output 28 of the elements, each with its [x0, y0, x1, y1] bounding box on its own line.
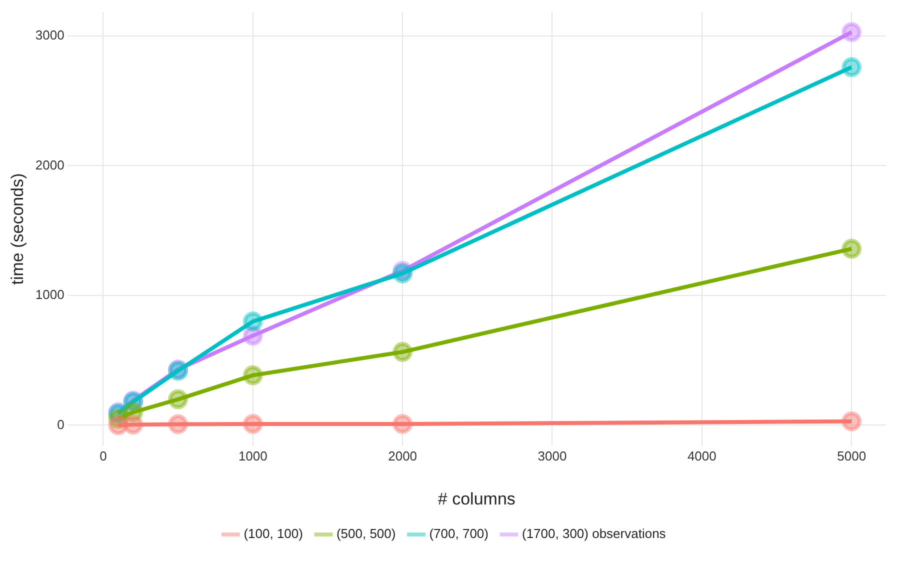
- point: [242, 311, 263, 332]
- point: [842, 22, 862, 42]
- legend-label: (100, 100): [244, 526, 303, 542]
- point: [842, 57, 862, 78]
- point: [242, 414, 263, 434]
- y-tick-label: 2000: [35, 157, 64, 172]
- x-tick-label: 5000: [837, 448, 866, 464]
- point: [168, 389, 188, 410]
- x-axis-title: # columns: [438, 489, 516, 508]
- point: [392, 342, 413, 362]
- x-tick-label: 4000: [687, 448, 716, 464]
- point: [123, 414, 144, 435]
- legend-label: (500, 500): [336, 526, 396, 542]
- legend-label: (700, 700): [429, 526, 488, 542]
- legend-label: (1700, 300) observations: [522, 526, 666, 542]
- point: [168, 414, 188, 434]
- y-tick-label: 0: [57, 416, 64, 432]
- x-tick-label: 2000: [388, 448, 418, 464]
- point: [392, 414, 413, 434]
- y-axis-title: time (seconds): [8, 173, 27, 285]
- point: [842, 411, 862, 432]
- x-tick-label: 1000: [238, 448, 268, 464]
- x-tick-label: 3000: [538, 448, 567, 464]
- x-tick-label: 0: [100, 448, 107, 464]
- y-tick-label: 1000: [35, 287, 64, 302]
- point: [242, 365, 263, 386]
- y-tick-label: 3000: [35, 28, 64, 43]
- point: [842, 238, 862, 259]
